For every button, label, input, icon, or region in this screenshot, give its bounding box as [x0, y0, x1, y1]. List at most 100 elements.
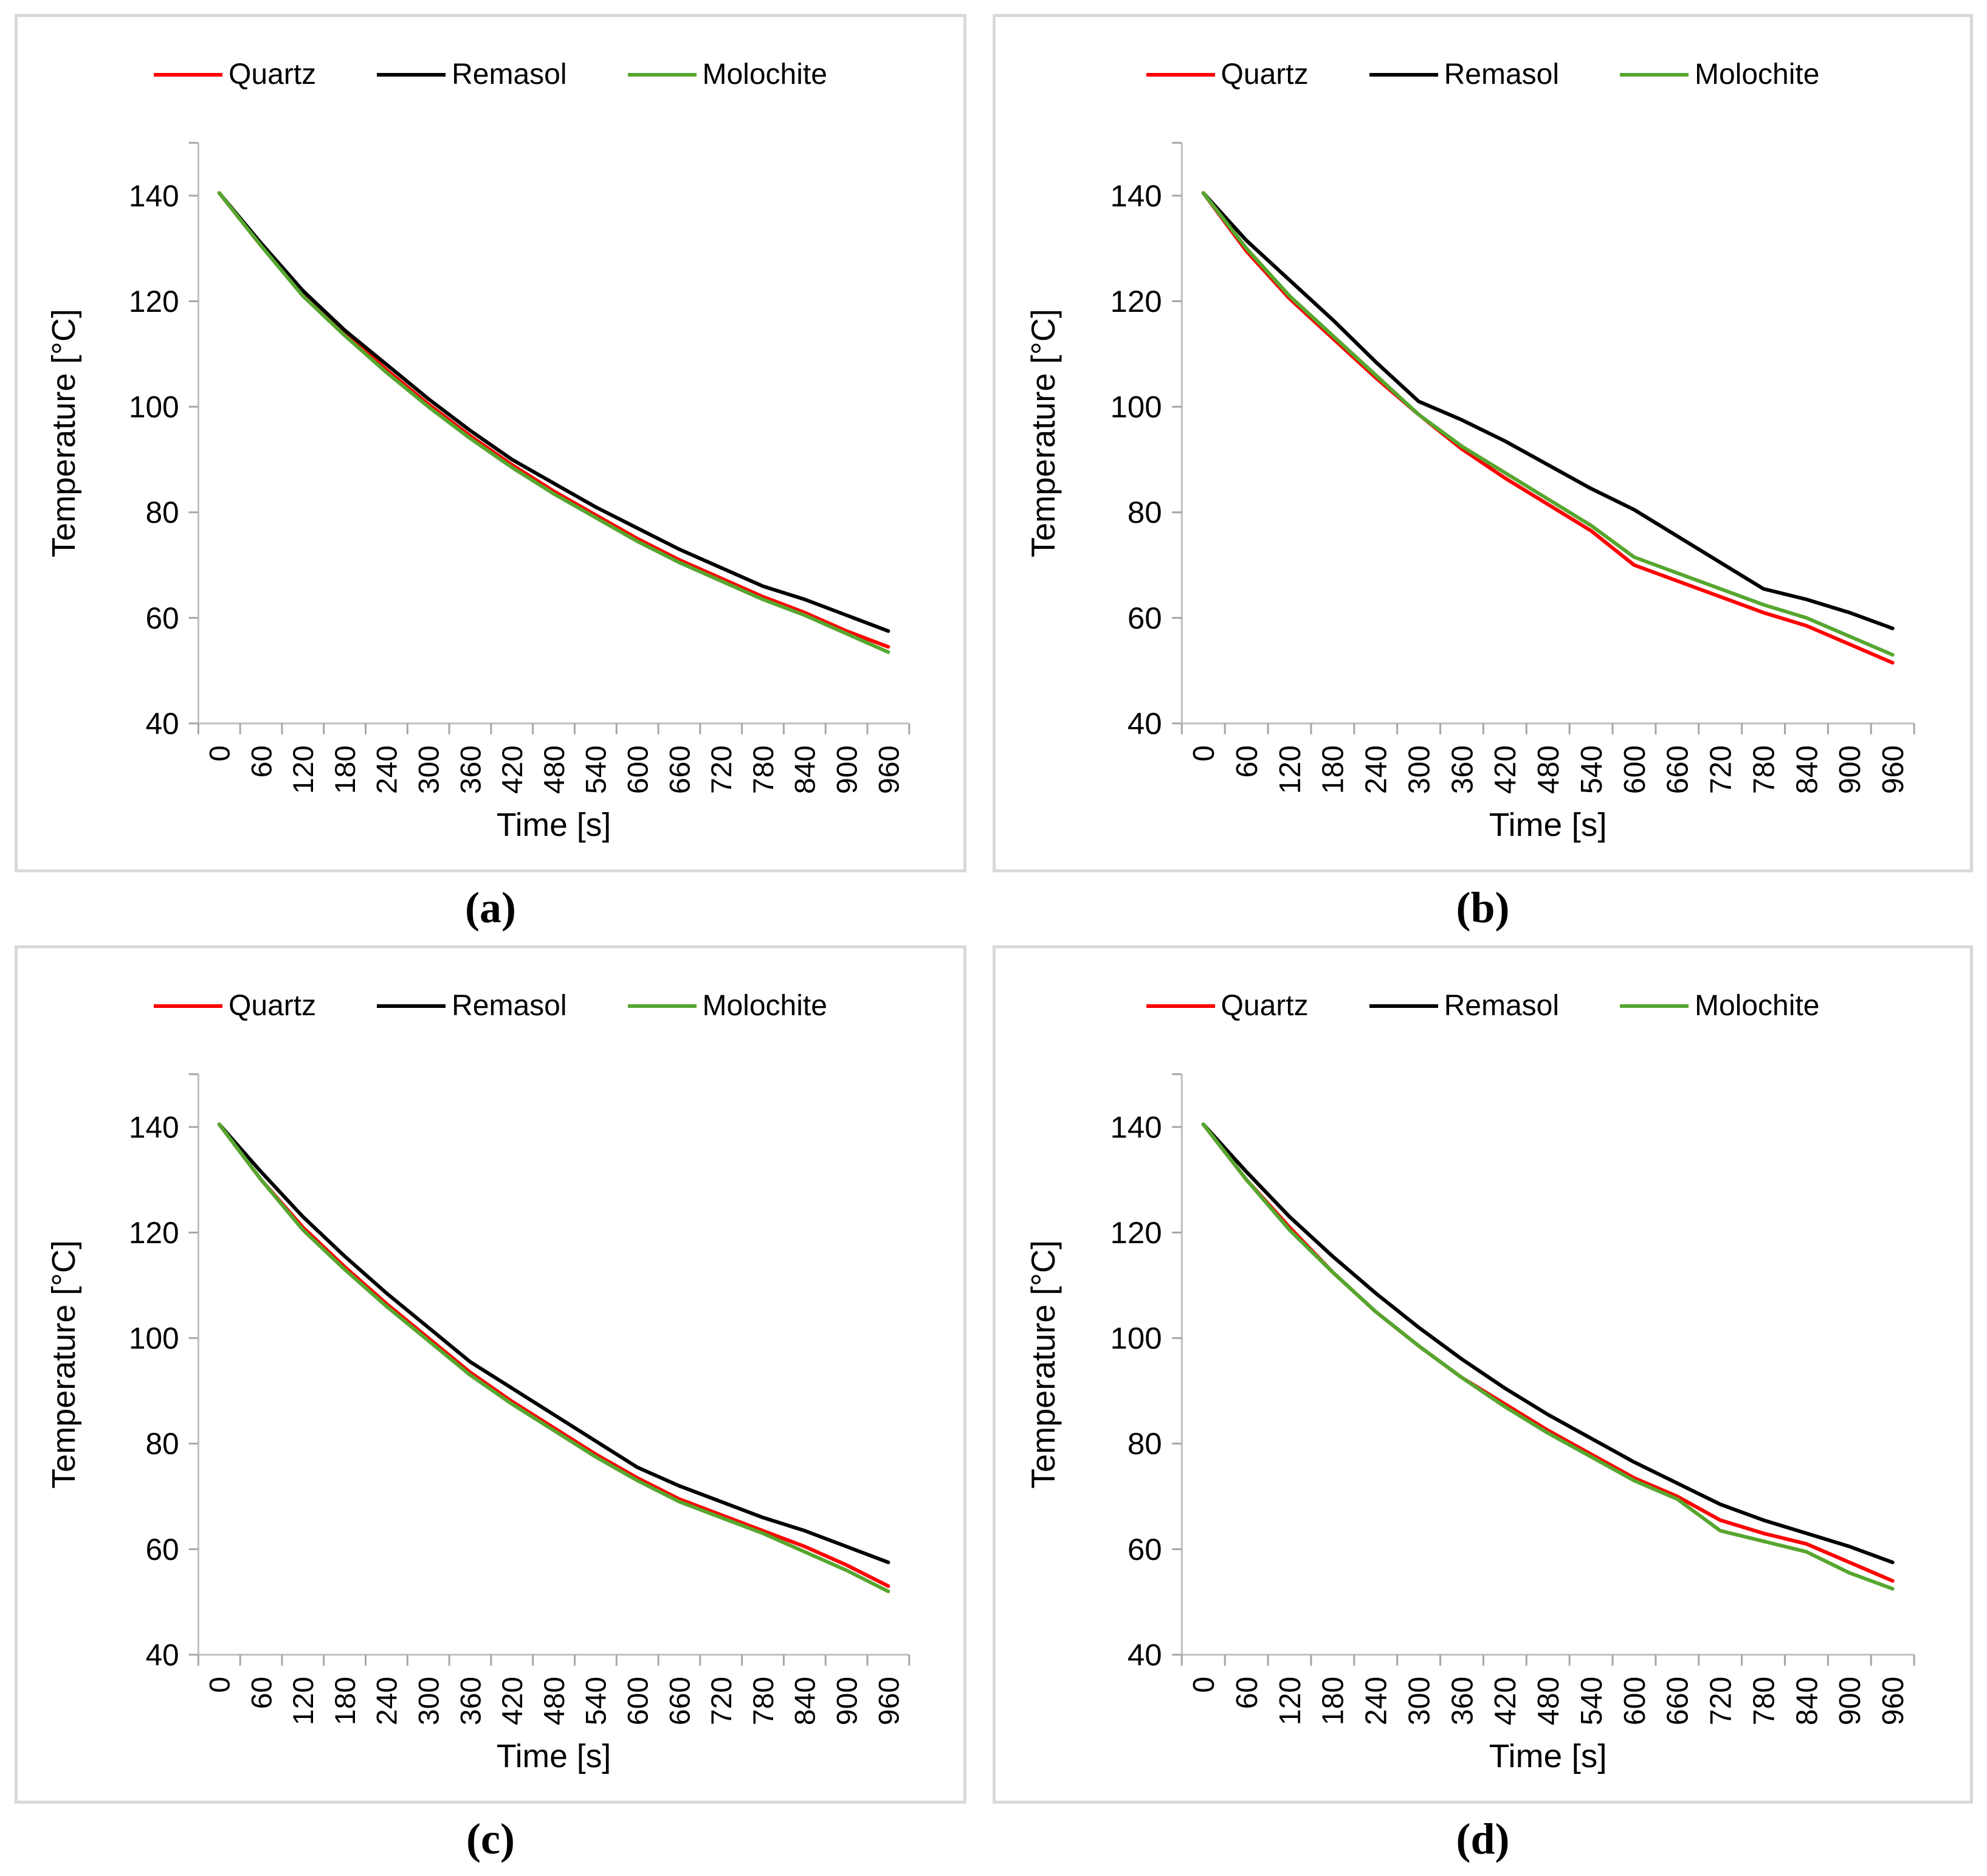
x-tick-label: 780: [1748, 745, 1781, 794]
legend-swatch-quartz: [154, 1004, 223, 1008]
x-tick-label: 120: [1273, 745, 1307, 794]
y-tick-label: 140: [1110, 1110, 1162, 1144]
x-tick-label: 900: [832, 745, 864, 794]
x-tick-label: 840: [790, 745, 822, 794]
x-tick-label: 840: [1791, 745, 1824, 794]
chart-legend: Quartz Remasol Molochite: [996, 56, 1970, 94]
legend-swatch-molochite: [1620, 73, 1689, 77]
x-tick-label: 60: [246, 745, 278, 778]
legend-swatch-quartz: [154, 73, 223, 77]
chart-caption: (d): [1456, 1815, 1510, 1863]
panel-d: Quartz Remasol Molochite 40 60 80 100 120 140 0 6…: [993, 945, 1973, 1804]
legend-label: Remasol: [452, 58, 567, 91]
panel-a: Quartz Remasol Molochite 40 60 80 100 120 140 0 6…: [15, 14, 966, 872]
y-tick-label: 140: [129, 179, 179, 213]
y-tick-label: 40: [145, 1638, 179, 1672]
x-tick-label: 360: [1446, 1677, 1479, 1725]
y-tick-label: 120: [129, 285, 179, 319]
panel-c: Quartz Remasol Molochite 40 60 80 100 120 140 0 6…: [15, 945, 966, 1804]
chart-legend: Quartz Remasol Molochite: [996, 987, 1970, 1025]
x-tick-label: 540: [1575, 745, 1608, 794]
legend-swatch-remasol: [1369, 1004, 1438, 1008]
x-tick-label: 900: [832, 1677, 864, 1725]
x-tick-label: 120: [288, 1677, 320, 1725]
x-tick-label: 660: [1661, 1677, 1695, 1725]
series-remasol-line: [1201, 191, 1895, 630]
y-tick-label: 140: [1110, 179, 1162, 213]
chart-cell-d: Quartz Remasol Molochite 40 60 80 100 120 140 0 6…: [993, 945, 1973, 1871]
series-molochite-line: [217, 191, 890, 654]
chart-cell-c: Quartz Remasol Molochite 40 60 80 100 120 140 0 6…: [15, 945, 966, 1871]
x-tick-label: 960: [1877, 745, 1910, 794]
legend-label: Remasol: [1444, 990, 1559, 1022]
x-tick-label: 180: [1317, 745, 1350, 794]
x-tick-label: 240: [371, 745, 404, 794]
x-tick-label: 600: [1618, 1677, 1651, 1725]
legend-label: Molochite: [1695, 58, 1820, 91]
x-tick-label: 480: [1532, 1677, 1566, 1725]
chart-svg-b: 40 60 80 100 120 140 0 60 120 180 240 300 360 420 480 5…: [1024, 142, 1915, 843]
x-axis-title: Time [s]: [497, 1738, 611, 1774]
legend-label: Molochite: [702, 58, 827, 91]
x-tick-label: 720: [706, 745, 738, 794]
x-tick-label: 360: [1446, 745, 1479, 794]
y-axis-title: Temperature [°C]: [46, 309, 82, 557]
x-tick-label: 300: [1403, 1677, 1436, 1725]
x-tick-label: 780: [748, 745, 780, 794]
x-tick-label: 600: [1618, 745, 1651, 794]
x-tick-label: 0: [204, 745, 236, 762]
y-tick-label: 40: [1128, 706, 1162, 740]
legend-item-molochite: Molochite: [627, 56, 827, 94]
legend-label: Quartz: [229, 990, 317, 1022]
x-tick-label: 480: [539, 745, 571, 794]
x-tick-label: 660: [664, 1677, 696, 1725]
x-tick-label: 480: [539, 1677, 571, 1725]
x-tick-label: 0: [204, 1677, 236, 1693]
legend-swatch-remasol: [377, 1004, 446, 1008]
chart-svg-a: 40 60 80 100 120 140 0 60 120 180 240 300 360 420 480 5…: [46, 142, 911, 843]
legend-item-remasol: Remasol: [1369, 987, 1559, 1025]
y-tick-label: 60: [145, 1533, 179, 1567]
x-tick-label: 600: [622, 1677, 655, 1725]
legend-swatch-quartz: [1146, 1004, 1215, 1008]
chart-caption: (a): [465, 883, 516, 932]
x-tick-label: 60: [1231, 1677, 1264, 1709]
legend-item-quartz: Quartz: [1146, 56, 1309, 94]
series-remasol-line: [217, 191, 890, 633]
chart-cell-a: Quartz Remasol Molochite 40 60 80 100 120 140 0 6…: [15, 14, 966, 939]
legend-label: Quartz: [1221, 58, 1309, 91]
x-tick-label: 720: [706, 1677, 738, 1725]
x-tick-label: 420: [1489, 1677, 1523, 1725]
y-tick-label: 100: [1110, 390, 1162, 424]
x-tick-label: 60: [246, 1677, 278, 1709]
y-tick-label: 60: [1128, 601, 1162, 635]
legend-swatch-remasol: [1369, 73, 1438, 77]
legend-item-remasol: Remasol: [1369, 56, 1559, 94]
y-tick-label: 80: [1128, 495, 1162, 529]
series-quartz-line: [217, 191, 890, 649]
chart-legend: Quartz Remasol Molochite: [18, 987, 963, 1025]
y-tick-label: 60: [1128, 1532, 1162, 1566]
x-tick-label: 540: [1575, 1677, 1608, 1725]
legend-item-remasol: Remasol: [377, 56, 567, 94]
y-tick-label: 100: [129, 1321, 179, 1355]
x-tick-label: 660: [664, 745, 696, 794]
series-molochite-line: [217, 1122, 890, 1593]
y-tick-label: 80: [1128, 1427, 1162, 1461]
x-tick-label: 420: [1489, 745, 1523, 794]
x-tick-label: 540: [580, 745, 613, 794]
y-tick-label: 120: [1110, 284, 1162, 318]
x-tick-label: 900: [1834, 745, 1867, 794]
x-tick-label: 960: [1877, 1677, 1910, 1725]
x-tick-label: 780: [748, 1677, 780, 1725]
chart-caption: (c): [466, 1815, 515, 1863]
y-axis-title: Temperature [°C]: [46, 1240, 82, 1489]
chart-svg-d: 40 60 80 100 120 140 0 60 120 180 240 300 360 420 480 5…: [1024, 1073, 1915, 1774]
series-remasol-line: [217, 1122, 890, 1565]
series-remasol-line: [1201, 1122, 1895, 1565]
y-tick-label: 80: [145, 1427, 179, 1461]
chart-cell-b: Quartz Remasol Molochite 40 60 80 100 120 140 0 6…: [993, 14, 1973, 939]
panel-b: Quartz Remasol Molochite 40 60 80 100 120 140 0 6…: [993, 14, 1973, 872]
x-tick-label: 900: [1834, 1677, 1867, 1725]
